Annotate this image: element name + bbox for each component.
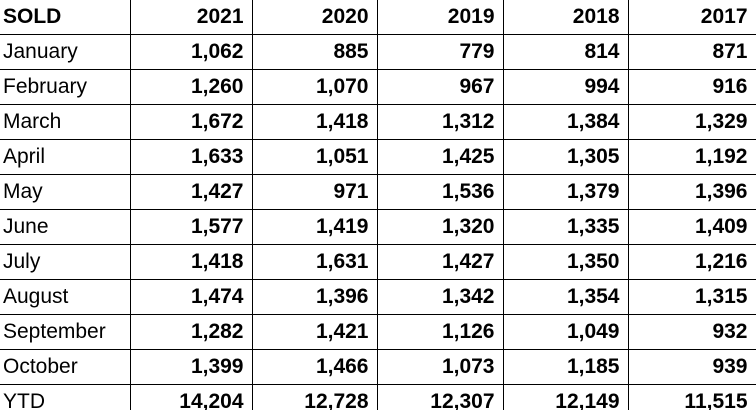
table-row: January 1,062 885 779 814 871: [0, 34, 756, 70]
value-cell: 1,427: [376, 244, 504, 280]
value-cell: 12,307: [376, 384, 504, 410]
row-label-cell: August: [0, 279, 131, 315]
value-cell: 779: [376, 34, 504, 70]
value-cell: 1,315: [627, 279, 756, 315]
value-cell: 1,466: [251, 349, 378, 385]
value-cell: 1,062: [129, 34, 253, 70]
value-cell: 1,409: [627, 209, 756, 245]
table-header: SOLD 2021 2020 2019 2018 2017: [0, 0, 756, 35]
value-cell: 1,427: [129, 174, 253, 210]
value-cell: 1,418: [129, 244, 253, 280]
row-label-cell: YTD: [0, 384, 131, 410]
value-cell: 939: [627, 349, 756, 385]
value-cell: 932: [627, 314, 756, 350]
value-cell: 916: [627, 69, 756, 105]
value-cell: 967: [376, 69, 504, 105]
row-label-cell: January: [0, 34, 131, 70]
value-cell: 1,379: [502, 174, 629, 210]
header-cell-year-2018: 2018: [502, 0, 629, 35]
header-cell-year-2017: 2017: [627, 0, 756, 35]
value-cell: 814: [502, 34, 629, 70]
value-cell: 1,216: [627, 244, 756, 280]
table-row: YTD 14,204 12,728 12,307 12,149 11,515: [0, 384, 756, 410]
value-cell: 1,425: [376, 139, 504, 175]
table-row: June 1,577 1,419 1,320 1,335 1,409: [0, 209, 756, 245]
value-cell: 1,342: [376, 279, 504, 315]
header-cell-year-2020: 2020: [251, 0, 378, 35]
table-row: April 1,633 1,051 1,425 1,305 1,192: [0, 139, 756, 175]
value-cell: 1,421: [251, 314, 378, 350]
table-body: January 1,062 885 779 814 871 February 1,260 1,0…: [0, 34, 756, 410]
value-cell: 1,631: [251, 244, 378, 280]
row-label-cell: July: [0, 244, 131, 280]
value-cell: 12,728: [251, 384, 378, 410]
value-cell: 1,672: [129, 104, 253, 140]
table-row: May 1,427 971 1,536 1,379 1,396: [0, 174, 756, 210]
value-cell: 1,305: [502, 139, 629, 175]
value-cell: 1,073: [376, 349, 504, 385]
value-cell: 1,260: [129, 69, 253, 105]
value-cell: 871: [627, 34, 756, 70]
row-label-cell: October: [0, 349, 131, 385]
table-row: February 1,260 1,070 967 994 916: [0, 69, 756, 105]
header-cell-sold: SOLD: [0, 0, 131, 35]
value-cell: 1,126: [376, 314, 504, 350]
value-cell: 1,312: [376, 104, 504, 140]
value-cell: 1,051: [251, 139, 378, 175]
header-cell-year-2019: 2019: [376, 0, 504, 35]
value-cell: 11,515: [627, 384, 756, 410]
value-cell: 885: [251, 34, 378, 70]
value-cell: 1,350: [502, 244, 629, 280]
row-label-cell: April: [0, 139, 131, 175]
header-row: SOLD 2021 2020 2019 2018 2017: [0, 0, 756, 35]
value-cell: 1,399: [129, 349, 253, 385]
value-cell: 1,396: [251, 279, 378, 315]
value-cell: 14,204: [129, 384, 253, 410]
value-cell: 1,633: [129, 139, 253, 175]
value-cell: 1,418: [251, 104, 378, 140]
value-cell: 1,396: [627, 174, 756, 210]
value-cell: 1,320: [376, 209, 504, 245]
value-cell: 1,536: [376, 174, 504, 210]
row-label-cell: September: [0, 314, 131, 350]
value-cell: 971: [251, 174, 378, 210]
row-label-cell: February: [0, 69, 131, 105]
value-cell: 12,149: [502, 384, 629, 410]
value-cell: 994: [502, 69, 629, 105]
value-cell: 1,419: [251, 209, 378, 245]
table-row: March 1,672 1,418 1,312 1,384 1,329: [0, 104, 756, 140]
value-cell: 1,192: [627, 139, 756, 175]
table-row: September 1,282 1,421 1,126 1,049 932: [0, 314, 756, 350]
value-cell: 1,384: [502, 104, 629, 140]
value-cell: 1,474: [129, 279, 253, 315]
row-label-cell: March: [0, 104, 131, 140]
value-cell: 1,335: [502, 209, 629, 245]
value-cell: 1,354: [502, 279, 629, 315]
value-cell: 1,329: [627, 104, 756, 140]
table-row: July 1,418 1,631 1,427 1,350 1,216: [0, 244, 756, 280]
table-row: October 1,399 1,466 1,073 1,185 939: [0, 349, 756, 385]
row-label-cell: June: [0, 209, 131, 245]
value-cell: 1,070: [251, 69, 378, 105]
table-row: August 1,474 1,396 1,342 1,354 1,315: [0, 279, 756, 315]
value-cell: 1,577: [129, 209, 253, 245]
value-cell: 1,282: [129, 314, 253, 350]
value-cell: 1,049: [502, 314, 629, 350]
header-cell-year-2021: 2021: [129, 0, 253, 35]
row-label-cell: May: [0, 174, 131, 210]
value-cell: 1,185: [502, 349, 629, 385]
